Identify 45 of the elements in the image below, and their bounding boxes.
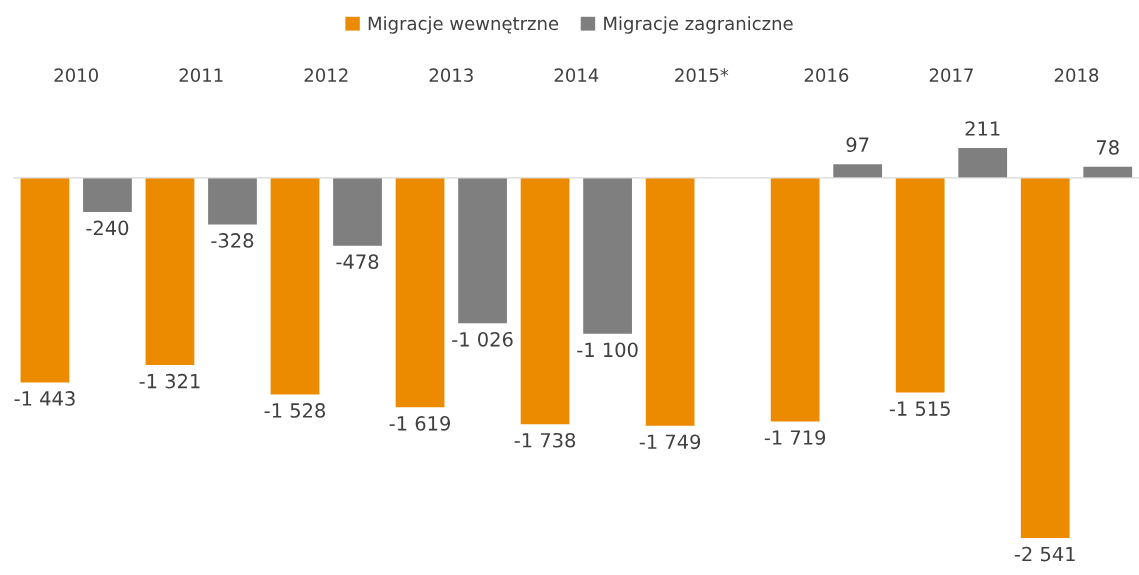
x-tick-label: 2011: [179, 68, 223, 82]
bar: [645, 177, 695, 426]
bar: [270, 177, 320, 395]
x-tick-label: 2016: [804, 68, 849, 82]
bar: [833, 164, 883, 178]
bar: [333, 177, 382, 246]
data-label: -1 026: [452, 331, 513, 347]
bar: [458, 177, 507, 324]
x-tick-label: 2015*: [675, 68, 729, 82]
bar: [145, 177, 195, 366]
data-label: 211: [965, 121, 1000, 136]
data-label: -1 515: [889, 401, 950, 416]
data-label: 97: [846, 137, 869, 153]
data-label: -2 541: [1014, 546, 1075, 562]
bar: [20, 177, 70, 383]
x-tick-label: 2017: [929, 68, 973, 82]
data-label: -1 100: [577, 342, 638, 358]
bar: [1020, 177, 1070, 538]
x-tick-label: 2013: [429, 68, 473, 82]
data-label: -1 749: [639, 434, 701, 450]
data-label: -1 443: [14, 391, 75, 406]
bar: [958, 148, 1008, 178]
data-label: 78: [1096, 140, 1119, 155]
bar: [583, 177, 632, 334]
data-label: -1 321: [139, 373, 200, 389]
bar: [520, 177, 570, 425]
bar: [895, 177, 945, 393]
legend-label: Migracje zagraniczne: [604, 16, 793, 34]
bar: [1083, 166, 1133, 178]
bar: [395, 177, 445, 408]
x-tick-label: 2014: [554, 68, 599, 82]
data-label: -240: [86, 220, 129, 236]
legend-label: Migracje wewnętrzne: [368, 16, 559, 34]
x-tick-label: 2010: [54, 68, 98, 82]
data-label: -1 619: [389, 416, 451, 431]
bar: [770, 177, 820, 422]
bar: [208, 177, 257, 225]
data-label: -1 738: [514, 432, 576, 448]
data-label: -478: [336, 254, 379, 270]
data-label: -1 528: [264, 403, 326, 418]
x-tick-label: 2018: [1054, 68, 1099, 82]
x-tick-label: 2012: [304, 68, 348, 82]
data-label: -1 719: [764, 430, 826, 445]
bar: [83, 177, 132, 212]
data-label: -328: [211, 233, 254, 248]
